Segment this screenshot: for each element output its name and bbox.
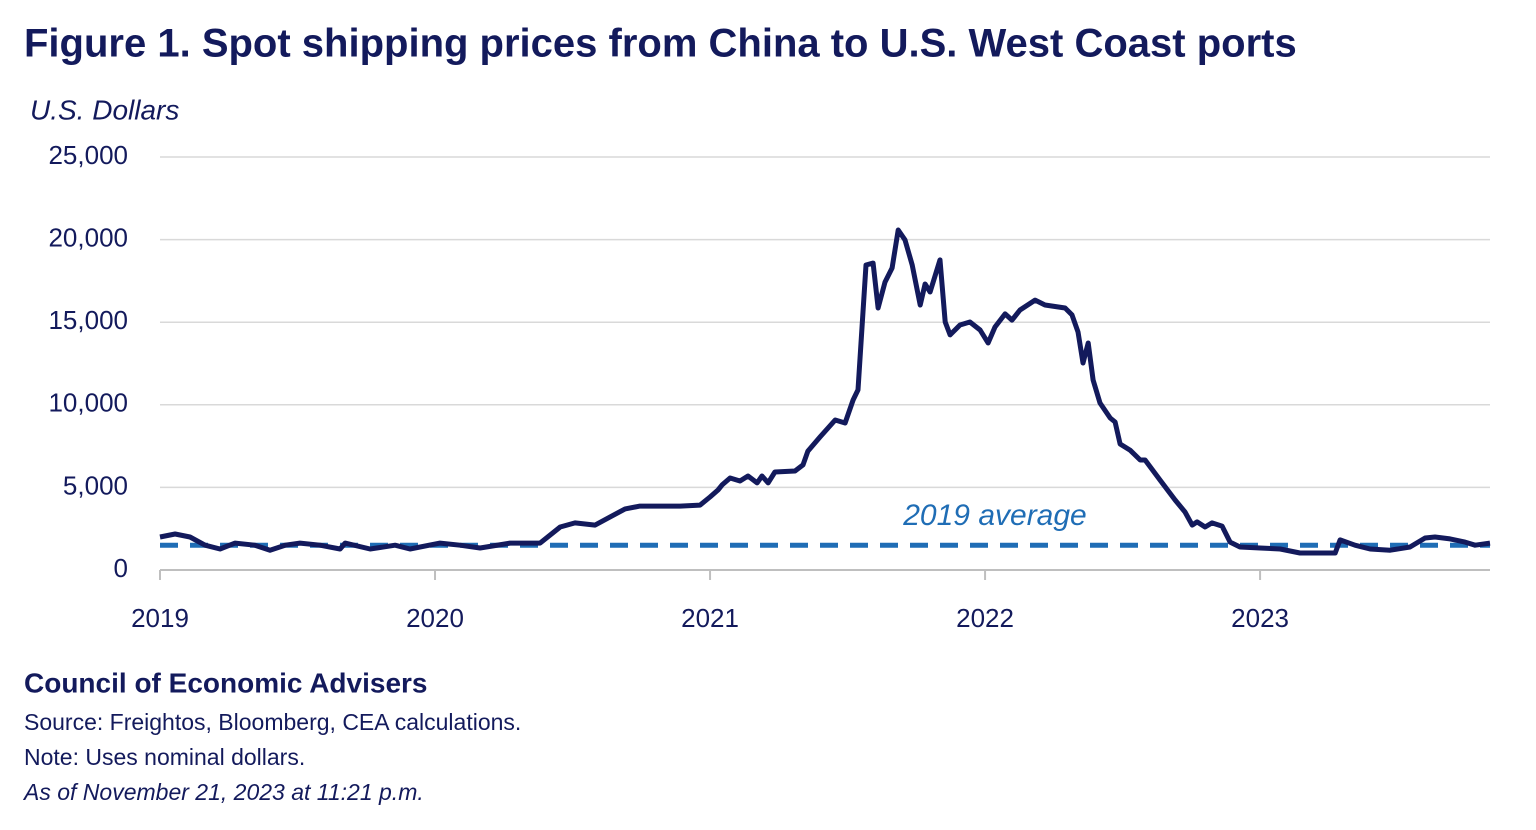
- x-tick-label: 2019: [131, 603, 189, 633]
- x-tick-label: 2022: [956, 603, 1014, 633]
- timestamp: As of November 21, 2023 at 11:21 p.m.: [22, 779, 424, 805]
- y-tick-label: 20,000: [48, 222, 128, 252]
- x-tick-label: 2021: [681, 603, 739, 633]
- x-tick-label: 2023: [1231, 603, 1289, 633]
- y-axis-label: U.S. Dollars: [30, 94, 179, 125]
- author: Council of Economic Advisers: [24, 667, 427, 698]
- chart-title: Figure 1. Spot shipping prices from Chin…: [24, 22, 1297, 66]
- reference-label: 2019 average: [902, 499, 1087, 532]
- x-tick-label: 2020: [406, 603, 464, 633]
- y-tick-label: 0: [114, 553, 128, 583]
- y-tick-label: 15,000: [48, 305, 128, 335]
- y-tick-label: 5,000: [63, 470, 128, 500]
- source: Source: Freightos, Bloomberg, CEA calcul…: [24, 709, 521, 735]
- y-tick-label: 10,000: [48, 388, 128, 418]
- y-tick-label: 25,000: [48, 140, 128, 170]
- line-series: [159, 227, 1491, 556]
- note: Note: Uses nominal dollars.: [24, 744, 305, 770]
